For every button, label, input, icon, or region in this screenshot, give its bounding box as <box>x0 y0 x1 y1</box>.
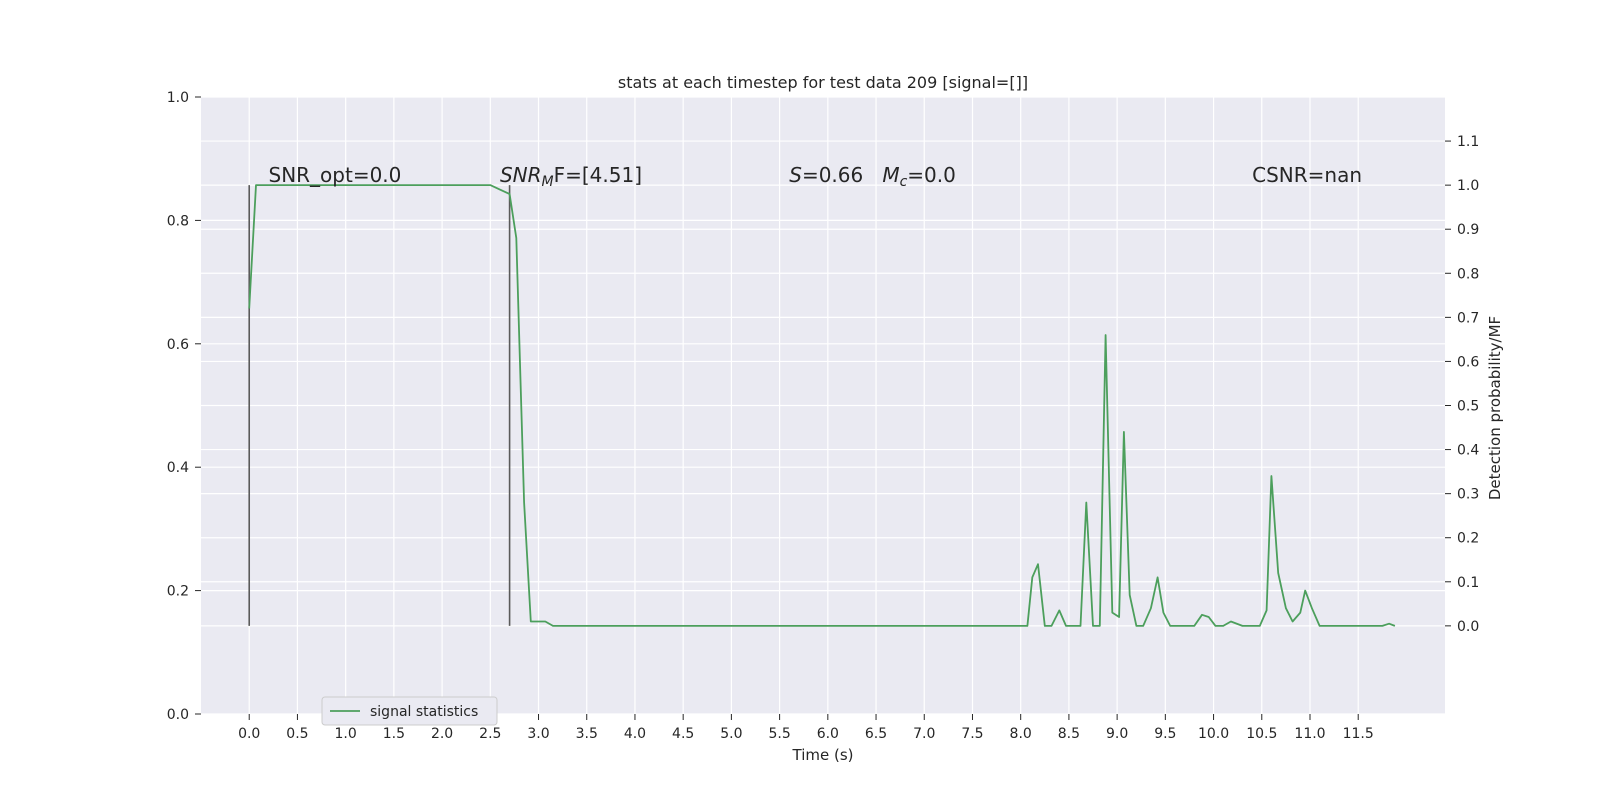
annotation-text: S=0.66 Mc=0.0 <box>789 163 956 190</box>
y-right-tick-label: 0.4 <box>1457 443 1479 459</box>
x-tick-label: 3.5 <box>576 726 598 742</box>
x-tick-label: 2.5 <box>479 726 501 742</box>
x-tick-label: 7.0 <box>913 726 935 742</box>
x-tick-label: 1.0 <box>335 726 357 742</box>
y-right-tick-label: 1.0 <box>1457 178 1479 194</box>
x-tick-label: 10.5 <box>1246 726 1277 742</box>
y-right-tick-label: 0.8 <box>1457 266 1479 282</box>
y-right-tick-label: 0.9 <box>1457 222 1479 238</box>
chart-title: stats at each timestep for test data 209… <box>618 73 1028 92</box>
x-tick-label: 9.5 <box>1154 726 1176 742</box>
series-layer <box>248 184 1396 627</box>
y-axis-left: 0.0 0.2 0.4 0.6 0.8 1.0 <box>167 90 201 723</box>
y-right-tick-label: 0.0 <box>1457 619 1479 635</box>
annotation-text: SNR_opt=0.0 <box>269 163 402 187</box>
y-right-tick-label: 0.6 <box>1457 354 1479 370</box>
x-tick-label: 3.0 <box>527 726 549 742</box>
x-tick-label: 5.0 <box>720 726 742 742</box>
grid <box>201 96 1445 715</box>
x-tick-label: 2.0 <box>431 726 453 742</box>
y-left-tick-label: 0.8 <box>167 213 189 229</box>
annotations: SNR_opt=0.0 SNRMF=[4.51] S=0.66 Mc=0.0 CSNR… <box>269 163 1363 190</box>
y-right-tick-label: 0.1 <box>1457 575 1479 591</box>
x-axis: 0.0 0.5 1.0 1.5 2.0 2.5 3.0 3.5 4.0 4.5 5.0 5.5 6.0 6… <box>238 714 1374 742</box>
y-right-tick-label: 0.5 <box>1457 399 1479 415</box>
x-tick-label: 4.5 <box>672 726 694 742</box>
y-left-tick-label: 0.4 <box>167 460 189 476</box>
x-tick-label: 11.0 <box>1294 726 1325 742</box>
x-tick-label: 11.5 <box>1343 726 1374 742</box>
annotation-text: SNRMF=[4.51] <box>500 163 642 190</box>
x-tick-label: 10.0 <box>1198 726 1229 742</box>
x-tick-label: 6.0 <box>817 726 839 742</box>
x-tick-label: 8.0 <box>1010 726 1032 742</box>
x-tick-label: 8.5 <box>1058 726 1080 742</box>
y-right-tick-label: 1.1 <box>1457 134 1479 150</box>
y-right-tick-label: 0.7 <box>1457 310 1479 326</box>
y-axis-right-label: Detection probability/MF <box>1486 316 1504 500</box>
x-tick-label: 5.5 <box>768 726 790 742</box>
x-tick-label: 9.0 <box>1106 726 1128 742</box>
x-axis-label: Time (s) <box>792 746 854 764</box>
series-line <box>248 184 1396 627</box>
x-tick-label: 0.5 <box>286 726 308 742</box>
y-right-tick-label: 0.2 <box>1457 531 1479 547</box>
y-axis-right: 0.0 0.1 0.2 0.3 0.4 0.5 0.6 0.7 0.8 0.9 1.0 1.1 <box>1445 134 1479 635</box>
y-left-tick-label: 0.6 <box>167 337 189 353</box>
x-tick-label: 0.0 <box>238 726 260 742</box>
vertical-markers <box>248 185 511 626</box>
legend-box <box>321 696 498 726</box>
x-tick-label: 1.5 <box>383 726 405 742</box>
x-tick-label: 7.5 <box>961 726 983 742</box>
y-left-tick-label: 0.0 <box>167 707 189 723</box>
legend: signal statistics <box>321 696 498 726</box>
x-tick-label: 4.0 <box>624 726 646 742</box>
y-left-tick-label: 1.0 <box>167 90 189 106</box>
legend-entry-label: signal statistics <box>370 704 478 720</box>
annotation-text: CSNR=nan <box>1252 163 1362 187</box>
y-left-tick-label: 0.2 <box>167 584 189 600</box>
x-tick-label: 6.5 <box>865 726 887 742</box>
y-right-tick-label: 0.3 <box>1457 487 1479 503</box>
